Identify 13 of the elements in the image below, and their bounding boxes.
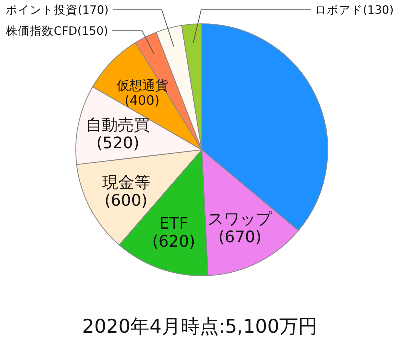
data-label: (620) xyxy=(152,232,196,251)
text: 2020年4月時点:5,100万円 xyxy=(82,316,318,338)
slice-label: ポイント投資(170) xyxy=(6,3,109,17)
slice-label: 現金等 xyxy=(102,173,150,192)
data-label: (520) xyxy=(96,134,140,153)
slice-label: ETF xyxy=(159,214,189,233)
slice-label: 株価指数CFD(150) xyxy=(5,24,108,38)
slice-label: ロボアド(130) xyxy=(315,3,394,17)
data-label: (670) xyxy=(218,228,262,247)
data-label: (600) xyxy=(104,191,148,210)
slice-label: 自動売買 xyxy=(86,116,150,135)
slice-label: スワップ xyxy=(208,210,274,229)
data-label: (400) xyxy=(124,94,160,110)
